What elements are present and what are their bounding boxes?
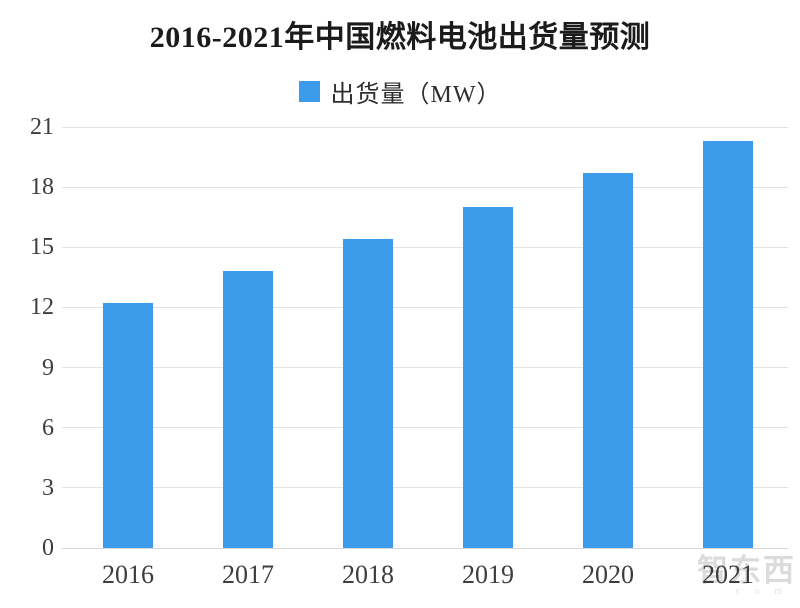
y-tick-label-21: 21 [30,114,54,140]
y-axis: 0 3 6 9 12 15 18 21 [0,114,54,561]
site-watermark: 智东西 c o m [697,553,796,598]
y-tick-label-6: 6 [42,414,54,441]
y-tick-label-0: 0 [42,535,54,561]
y-tick-label-18: 18 [30,174,54,201]
y-tick-label-15: 15 [30,234,54,261]
gridline-21 [62,126,788,128]
bar-2018 [343,239,393,548]
y-tick-label-3: 3 [42,474,54,501]
chart-legend: 出货量（MW） [0,74,800,109]
x-tick-label-2021: 2021 [702,560,754,589]
x-axis: 2016 2017 2018 2019 2020 2021 [68,560,788,600]
bar-2016 [103,303,153,548]
legend-label: 出货量（MW） [330,82,502,108]
legend-swatch-icon [298,81,320,102]
x-tick-label-2018: 2018 [342,560,394,589]
gridline-12 [62,306,788,308]
watermark-suffix: c o m [735,586,788,597]
watermark-logo-text: 智东西 [697,553,796,588]
gridline-3 [62,487,788,489]
y-tick-label-9: 9 [42,354,54,381]
bar-2020 [583,173,633,548]
bar-2019 [463,207,513,548]
plot-area [62,126,788,549]
x-tick-label-2016: 2016 [102,560,154,589]
gridline-18 [62,186,788,188]
x-tick-label-2020: 2020 [582,560,634,589]
y-tick-label-12: 12 [30,294,54,321]
gridline-9 [62,367,788,369]
x-tick-label-2019: 2019 [462,560,514,589]
bar-2017 [223,271,273,548]
bar-2021 [703,141,753,548]
gridline-0 [62,547,788,549]
gridline-15 [62,246,788,248]
gridline-6 [62,427,788,429]
chart-title: 2016-2021年中国燃料电池出货量预测 [149,21,651,54]
x-tick-label-2017: 2017 [222,560,274,589]
